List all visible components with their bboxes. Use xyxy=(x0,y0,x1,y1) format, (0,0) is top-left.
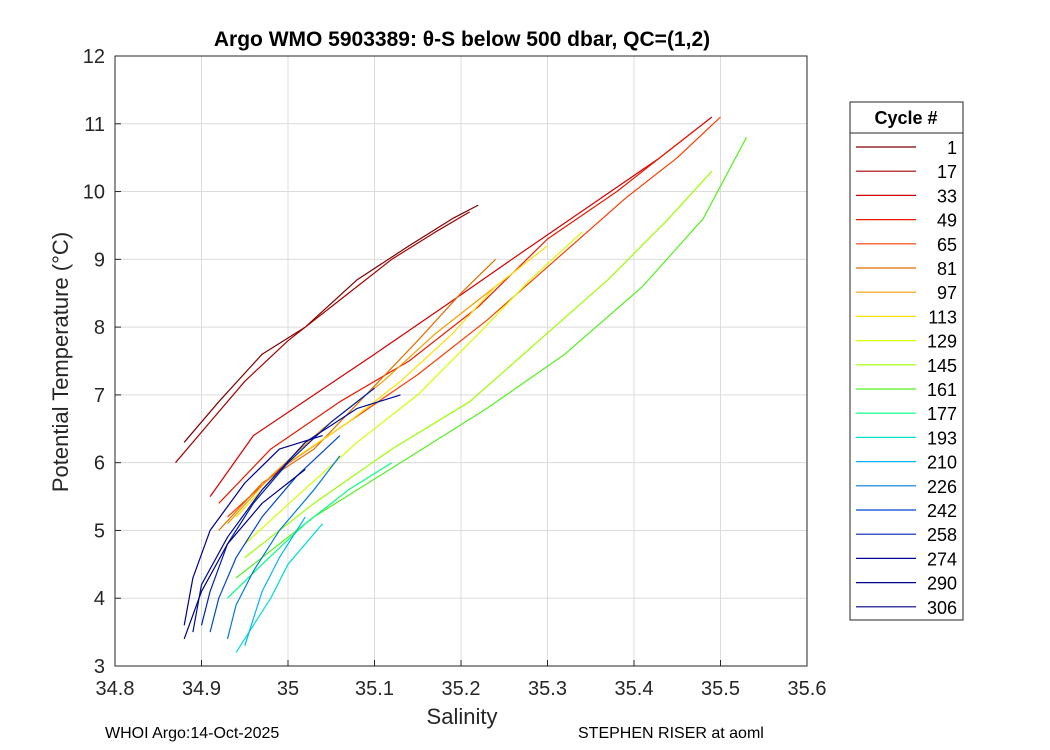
y-tick-label: 8 xyxy=(94,317,105,339)
legend-label-242: 242 xyxy=(927,501,957,521)
legend-label-210: 210 xyxy=(927,453,957,473)
x-tick-label: 34.9 xyxy=(182,678,221,700)
series-line-cycle-49 xyxy=(218,130,695,504)
legend-label-65: 65 xyxy=(937,235,957,255)
series-line-cycle-33 xyxy=(209,116,713,497)
series-line-cycle-306 xyxy=(183,468,306,640)
x-tick-label: 35.5 xyxy=(701,678,740,700)
legend-label-1: 1 xyxy=(947,138,957,158)
series-line-cycle-226 xyxy=(226,455,341,640)
legend-title: Cycle # xyxy=(874,108,937,128)
legend-label-33: 33 xyxy=(937,186,957,206)
y-tick-label: 12 xyxy=(83,46,105,68)
x-tick-label: 35.4 xyxy=(615,678,654,700)
grid-lines xyxy=(115,56,807,666)
y-tick-label: 9 xyxy=(94,249,105,271)
legend-label-161: 161 xyxy=(927,380,957,400)
legend-label-274: 274 xyxy=(927,549,957,569)
series-line-cycle-242 xyxy=(209,435,341,633)
legend-label-258: 258 xyxy=(927,525,957,545)
legend-label-226: 226 xyxy=(927,477,957,497)
y-tick-label: 11 xyxy=(84,114,105,136)
legend-label-81: 81 xyxy=(937,259,957,279)
legend: Cycle # 1 17 33 49 65 81 97 113 129 145 161 177 193 2… xyxy=(849,101,964,621)
y-tick-label: 6 xyxy=(94,453,105,475)
y-tick-label: 4 xyxy=(94,588,105,610)
y-tick-label: 3 xyxy=(94,656,105,678)
series-line-cycle-145 xyxy=(244,170,713,559)
x-tick-label: 35 xyxy=(277,678,299,700)
series-line-cycle-97 xyxy=(227,265,522,525)
legend-label-145: 145 xyxy=(927,356,957,376)
series-line-cycle-210 xyxy=(244,516,306,646)
footer-right: STEPHEN RISER at aoml xyxy=(578,725,764,742)
x-tick-label: 35.2 xyxy=(442,678,481,700)
x-tick-label: 35.1 xyxy=(355,678,394,700)
y-tick-label: 7 xyxy=(94,385,105,407)
legend-label-193: 193 xyxy=(927,428,957,448)
y-tick-label: 10 xyxy=(83,182,105,204)
series-line-cycle-274 xyxy=(192,394,401,633)
legend-label-306: 306 xyxy=(927,598,957,618)
series-line-cycle-290 xyxy=(183,435,323,626)
series-line-cycle-161 xyxy=(235,137,748,579)
legend-label-49: 49 xyxy=(937,211,957,231)
legend-label-177: 177 xyxy=(927,404,957,424)
y-axis-label: Potential Temperature (°C) xyxy=(48,232,73,492)
series-line-cycle-1 xyxy=(183,204,479,443)
legend-label-97: 97 xyxy=(937,283,957,303)
series-line-cycle-17 xyxy=(175,211,471,464)
legend-label-129: 129 xyxy=(927,332,957,352)
legend-entries: 1 17 33 49 65 81 97 113 129 145 161 177 193 210 226 242… xyxy=(856,138,957,618)
legend-label-113: 113 xyxy=(928,307,957,327)
series-line-cycle-129 xyxy=(244,231,583,545)
series-line-cycle-258 xyxy=(200,387,375,626)
series-line-cycle-113 xyxy=(235,245,548,518)
x-tick-label: 35.3 xyxy=(528,678,567,700)
y-tick-label: 5 xyxy=(94,520,105,542)
legend-label-290: 290 xyxy=(927,574,957,594)
legend-label-17: 17 xyxy=(937,162,957,182)
series-line-cycle-193 xyxy=(235,523,324,653)
chart-title: Argo WMO 5903389: θ-S below 500 dbar, QC… xyxy=(214,28,710,51)
x-tick-label: 34.8 xyxy=(96,678,135,700)
axis-ticks: 34.8 34.9 35 35.1 35.2 35.3 35.4 35.5 35.6 3 4 5 6 7 8… xyxy=(83,46,827,700)
data-series-group xyxy=(175,116,748,653)
x-tick-label: 35.6 xyxy=(788,678,827,700)
x-axis-label: Salinity xyxy=(427,704,498,729)
footer-left: WHOI Argo:14-Oct-2025 xyxy=(105,725,280,742)
